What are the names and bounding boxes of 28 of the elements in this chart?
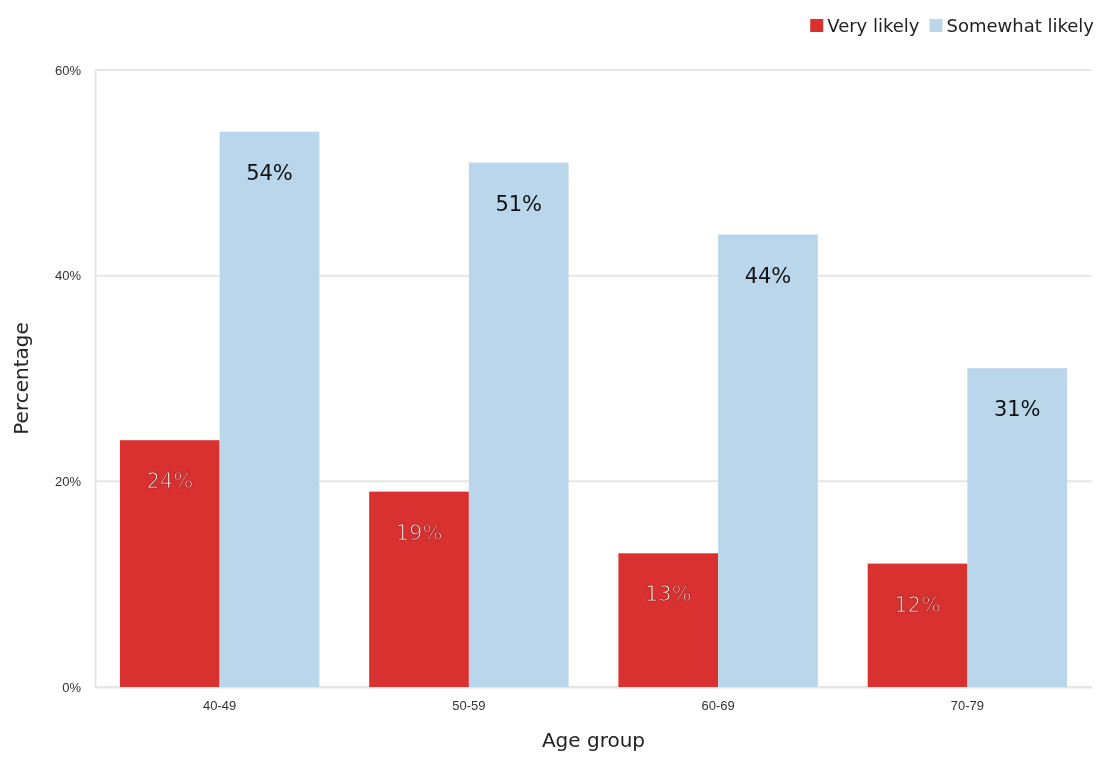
bar — [369, 491, 469, 687]
data-label: 51% — [495, 191, 543, 216]
y-tick-label: 60% — [54, 62, 82, 78]
data-label: 24% — [146, 469, 194, 494]
data-label: 12% — [894, 592, 941, 617]
y-axis-title: Percentage — [9, 322, 33, 435]
x-tick-label: 70-79 — [950, 698, 984, 714]
y-tick-label: 20% — [54, 473, 82, 489]
legend-label: Very likely — [827, 15, 920, 36]
bar — [618, 553, 719, 687]
data-label: 19% — [395, 520, 443, 545]
x-axis-title: Age group — [541, 728, 646, 752]
x-tick-label: 60-69 — [701, 698, 735, 714]
y-tick-label: 0% — [62, 679, 82, 695]
data-label: 44% — [744, 263, 792, 288]
bar — [468, 162, 569, 687]
data-label: 13% — [644, 582, 692, 607]
bar — [219, 131, 320, 687]
data-label: 54% — [246, 160, 293, 185]
x-tick-label: 40-49 — [203, 698, 237, 714]
x-tick-label: 50-59 — [452, 698, 486, 714]
data-label: 31% — [993, 397, 1041, 422]
bar — [119, 440, 220, 687]
bar — [967, 368, 1068, 687]
bar — [718, 234, 818, 687]
y-tick-label: 40% — [54, 268, 82, 284]
bar — [867, 563, 968, 687]
legend-label: Somewhat likely — [946, 15, 1095, 36]
